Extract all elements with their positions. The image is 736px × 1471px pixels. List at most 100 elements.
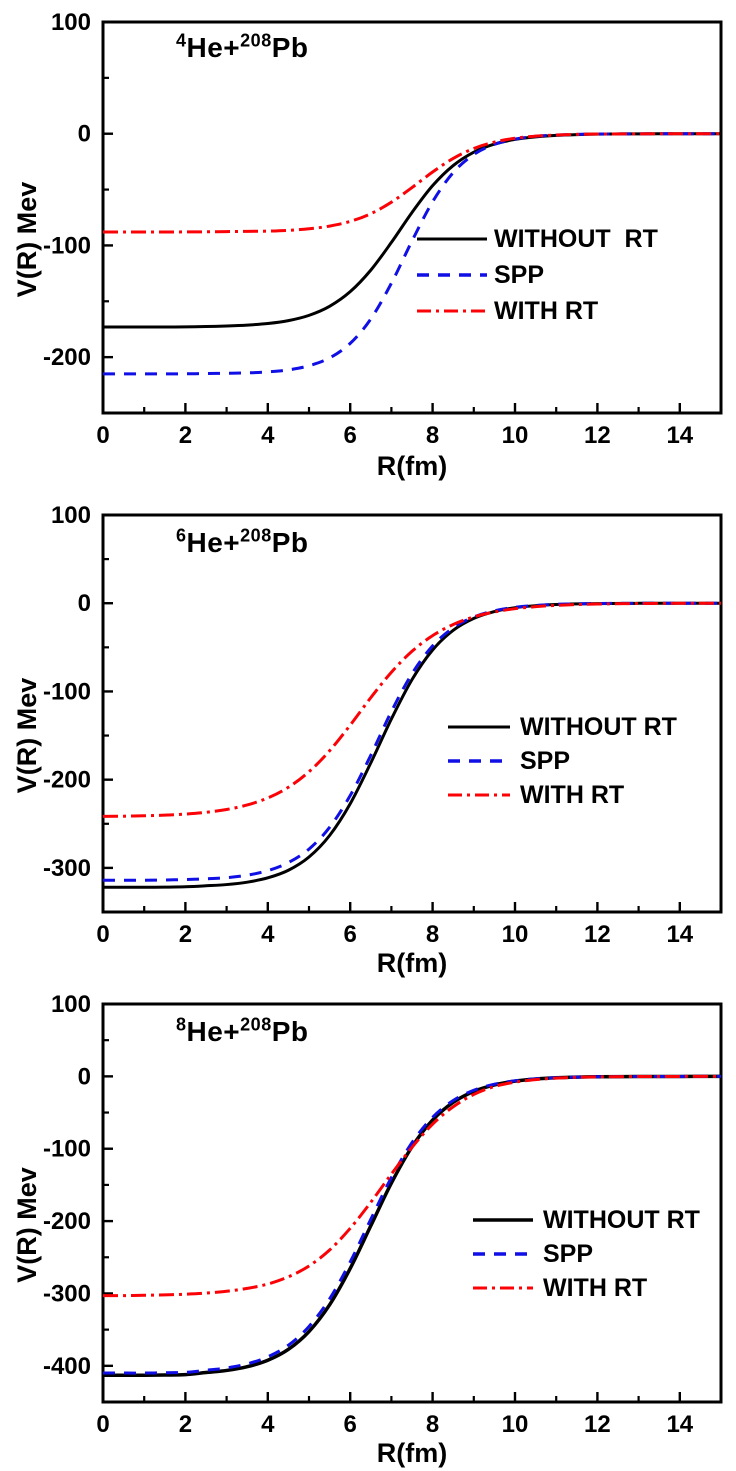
title-mass-superscript: 4 [176, 30, 187, 51]
x-tick-label: 8 [426, 1411, 439, 1438]
dashdot-line-sample [448, 793, 510, 797]
x-tick-label: 14 [666, 921, 693, 948]
y-tick-label: -200 [43, 344, 91, 371]
x-tick-label: 4 [261, 1411, 275, 1438]
legend-label: WITHOUT RT [543, 1205, 700, 1234]
solid-line-sample [473, 1218, 533, 1222]
curve-with-rt [102, 601, 722, 818]
legend-item-spp: SPP [447, 744, 677, 778]
chart-panel-3: 0 2 4 6 8 10 12 14 100 0 -100 -200 -300 -400 R(fm) V(R)… [12, 991, 723, 1468]
legend-item-without-rt: WITHOUT RT [472, 1203, 700, 1237]
x-tick-label: 12 [584, 422, 611, 449]
legend-label: SPP [494, 260, 545, 289]
y-axis-label: V(R) Mev [12, 182, 42, 298]
y-tick-label: -400 [43, 1353, 91, 1380]
title-mass-superscript: 208 [240, 525, 272, 546]
legend-label: WITHOUT RT [494, 224, 658, 253]
y-tick-label: 100 [51, 502, 91, 529]
y-tick-label: -300 [43, 855, 91, 882]
y-tick-label: -100 [43, 232, 91, 259]
axes-frame [101, 513, 723, 914]
title-element: Pb [271, 32, 309, 63]
x-axis-label: R(fm) [377, 948, 447, 978]
chart-panel-1: 0 2 4 6 8 10 12 14 100 0 -100 -200 R(fm) V(R) Mev [12, 9, 723, 481]
axes-frame [101, 20, 723, 415]
title-element: He+ [186, 32, 241, 63]
y-tick-label: -300 [43, 1280, 91, 1307]
legend-panel-3: WITHOUT RT SPP WITH RT [472, 1203, 700, 1305]
y-tick-label: 0 [78, 1063, 91, 1090]
legend-panel-2: WITHOUT RT SPP WITH RT [447, 710, 677, 812]
dashed-line-sample [473, 1252, 533, 1256]
legend-label: WITH RT [520, 780, 625, 809]
x-tick-label: 2 [179, 1411, 192, 1438]
y-tick-label: -200 [43, 1208, 91, 1235]
chart-panel-2: 0 2 4 6 8 10 12 14 100 0 -100 -200 -300 R(fm) V(R) Mev [12, 502, 723, 978]
y-tick-label: 100 [51, 9, 91, 36]
legend-item-with-rt: WITH RT [447, 778, 677, 812]
legend-label: SPP [520, 746, 571, 775]
x-tick-label: 12 [584, 921, 611, 948]
y-axis-label: V(R) Mev [12, 678, 42, 794]
x-tick-label: 4 [261, 422, 275, 449]
legend-item-spp: SPP [416, 257, 658, 293]
legend-panel-1: WITHOUT RT SPP WITH RT [416, 221, 658, 329]
x-tick-label: 0 [96, 422, 109, 449]
solid-line-sample [417, 237, 487, 241]
title-mass-superscript: 208 [240, 30, 272, 51]
curve-spp [103, 1074, 722, 1375]
x-tick-label: 2 [179, 921, 192, 948]
y-tick-label: -100 [43, 678, 91, 705]
title-mass-superscript: 6 [176, 525, 187, 546]
axes-frame [101, 1002, 723, 1404]
title-mass-superscript: 208 [240, 1014, 272, 1035]
legend-label: WITHOUT RT [520, 712, 677, 741]
title-mass-superscript: 8 [176, 1014, 187, 1035]
legend-label: WITH RT [494, 296, 599, 325]
curve-with-rt [102, 1074, 722, 1298]
legend-label: SPP [543, 1239, 594, 1268]
y-tick-label: 100 [51, 991, 91, 1018]
x-tick-label: 6 [344, 1411, 357, 1438]
title-element: He+ [186, 1016, 241, 1047]
x-tick-label: 0 [96, 1411, 109, 1438]
x-tick-label: 4 [261, 921, 275, 948]
x-axis-label: R(fm) [377, 1438, 447, 1468]
y-tick-label: -200 [43, 767, 91, 794]
legend-item-without-rt: WITHOUT RT [447, 710, 677, 744]
legend-label: WITH RT [543, 1273, 648, 1302]
dashdot-line-sample [473, 1286, 533, 1290]
x-tick-label: 14 [666, 1411, 693, 1438]
title-element: Pb [271, 1016, 309, 1047]
y-tick-label: 0 [78, 121, 91, 148]
x-tick-label: 10 [502, 1411, 529, 1438]
x-tick-label: 8 [426, 422, 439, 449]
x-tick-label: 10 [502, 921, 529, 948]
panel-title-6he-208pb: 6He+208Pb [176, 527, 309, 559]
title-element: He+ [186, 527, 241, 558]
x-tick-label: 0 [96, 921, 109, 948]
y-tick-label: 0 [78, 590, 91, 617]
panel-title-4he-208pb: 4He+208Pb [176, 32, 309, 64]
dashed-line-sample [448, 759, 510, 763]
dashdot-line-sample [417, 309, 487, 313]
x-tick-label: 6 [344, 921, 357, 948]
x-tick-label: 12 [584, 1411, 611, 1438]
title-element: Pb [271, 527, 309, 558]
y-tick-label: -100 [43, 1136, 91, 1163]
curve-with-rt [102, 132, 722, 234]
y-axis-label: V(R) Mev [12, 1167, 42, 1283]
x-tick-label: 14 [666, 422, 693, 449]
x-axis-label: R(fm) [377, 451, 447, 481]
legend-item-without-rt: WITHOUT RT [416, 221, 658, 257]
legend-item-spp: SPP [472, 1237, 700, 1271]
solid-line-sample [448, 725, 510, 729]
panel-title-8he-208pb: 8He+208Pb [176, 1016, 309, 1048]
legend-item-with-rt: WITH RT [472, 1271, 700, 1305]
x-tick-label: 2 [179, 422, 192, 449]
x-tick-label: 8 [426, 921, 439, 948]
x-tick-label: 10 [502, 422, 529, 449]
x-tick-label: 6 [344, 422, 357, 449]
